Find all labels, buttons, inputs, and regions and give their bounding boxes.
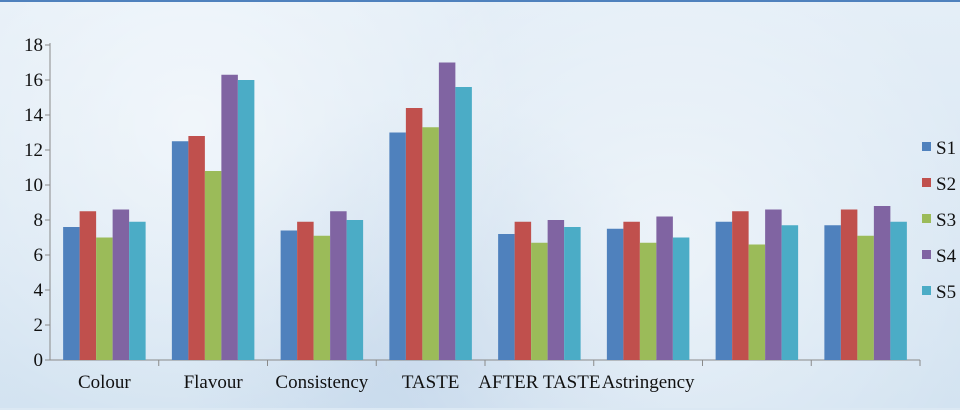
legend-swatch-s1 — [922, 142, 931, 151]
y-tick-label: 8 — [34, 210, 44, 231]
y-tick-label: 0 — [34, 350, 44, 371]
bar-s3-taste — [422, 127, 439, 360]
x-category-label: TASTE — [402, 372, 460, 393]
bar-s5-colour — [129, 221, 146, 360]
bar-s1-category-8 — [824, 225, 841, 360]
legend-label-s1: S1 — [936, 138, 956, 159]
bar-s5-astringency — [672, 237, 690, 360]
bar-s5-category-8 — [890, 221, 907, 360]
bar-s3-after-taste — [531, 242, 548, 360]
bar-s4-consistency — [330, 211, 347, 360]
bar-s1-category-7 — [715, 221, 733, 360]
y-tick-label: 18 — [24, 35, 43, 56]
bar-s4-category-8 — [873, 206, 891, 360]
bar-s4-category-7 — [765, 209, 782, 360]
legend-label-s4: S4 — [936, 246, 957, 267]
x-category-label: AFTER TASTE — [478, 372, 600, 393]
bar-s2-consistency — [297, 221, 314, 360]
x-category-label: Astringency — [602, 372, 695, 393]
bar-s5-category-7 — [781, 225, 799, 360]
y-tick-label: 4 — [34, 280, 44, 301]
x-category-label: Consistency — [275, 372, 368, 393]
bar-s5-consistency — [346, 220, 364, 360]
bar-s5-flavour — [237, 80, 255, 360]
bar-s3-category-7 — [748, 244, 766, 360]
bar-s2-taste — [405, 108, 423, 360]
bar-s1-taste — [389, 132, 406, 360]
bar-s2-astringency — [623, 221, 640, 360]
bar-s3-colour — [96, 237, 113, 360]
y-tick-label: 10 — [24, 175, 43, 196]
legend-swatch-s5 — [922, 286, 931, 295]
bar-s1-astringency — [606, 228, 624, 360]
bar-s5-taste — [455, 87, 472, 360]
legend-label-s2: S2 — [936, 174, 956, 195]
y-tick-label: 16 — [24, 70, 43, 91]
y-tick-label: 6 — [34, 245, 44, 266]
bar-s4-flavour — [221, 74, 238, 360]
bar-s4-taste — [438, 62, 456, 360]
bar-s2-after-taste — [514, 221, 532, 360]
legend-swatch-s3 — [922, 214, 931, 223]
bar-s4-colour — [112, 209, 130, 360]
y-tick-label: 14 — [24, 105, 44, 126]
bar-s5-after-taste — [564, 227, 581, 360]
bar-s1-flavour — [171, 141, 189, 360]
bar-s1-colour — [63, 227, 80, 360]
bar-s4-after-taste — [547, 220, 565, 360]
legend-swatch-s2 — [922, 178, 931, 187]
bar-s4-astringency — [656, 216, 673, 360]
bar-s2-category-8 — [840, 209, 858, 360]
bar-s1-consistency — [280, 230, 298, 360]
bar-s3-category-8 — [857, 235, 874, 360]
bar-s2-flavour — [188, 136, 205, 360]
bar-s2-category-7 — [732, 211, 749, 360]
y-tick-label: 2 — [34, 315, 44, 336]
x-category-label: Colour — [78, 372, 131, 393]
bar-s2-colour — [79, 211, 97, 360]
legend-swatch-s4 — [922, 250, 931, 259]
bar-s1-after-taste — [498, 234, 515, 360]
bar-s3-flavour — [204, 171, 222, 360]
x-category-label: Flavour — [184, 372, 244, 393]
legend-label-s5: S5 — [936, 282, 956, 303]
bar-s3-consistency — [313, 235, 331, 360]
bar-s3-astringency — [639, 242, 657, 360]
legend-label-s3: S3 — [936, 210, 956, 231]
y-tick-label: 12 — [24, 140, 43, 161]
